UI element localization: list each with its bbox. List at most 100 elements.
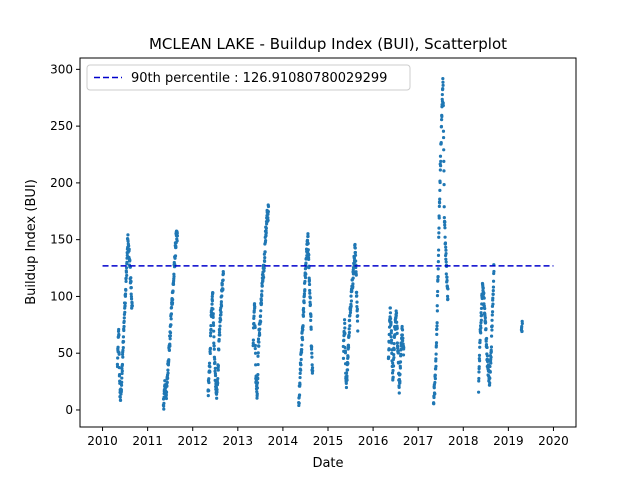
data-point xyxy=(117,327,121,332)
data-point xyxy=(208,351,212,356)
data-point xyxy=(441,101,445,105)
data-point xyxy=(310,345,314,349)
data-point xyxy=(255,392,259,396)
data-point xyxy=(256,377,260,381)
data-point xyxy=(437,204,441,208)
data-point xyxy=(163,379,167,383)
data-point xyxy=(116,356,120,360)
data-point xyxy=(441,87,445,91)
data-point xyxy=(346,361,350,366)
data-point xyxy=(123,310,127,314)
data-point xyxy=(347,327,351,331)
data-point xyxy=(129,297,134,301)
data-point xyxy=(433,373,437,377)
data-point xyxy=(310,371,315,375)
x-tick-label: 2017 xyxy=(403,434,434,448)
data-point xyxy=(348,313,352,317)
legend-frame xyxy=(86,64,411,91)
data-point xyxy=(162,404,166,408)
data-point xyxy=(392,352,396,357)
y-tick-label: 150 xyxy=(50,233,73,247)
legend: 90th percentile : 126.91080780029299 xyxy=(86,64,411,91)
data-point xyxy=(347,330,352,335)
data-point xyxy=(435,309,439,313)
data-point xyxy=(488,364,492,369)
data-point xyxy=(216,368,220,372)
data-point xyxy=(310,366,315,370)
data-point xyxy=(308,291,312,295)
data-point xyxy=(489,355,493,359)
data-point xyxy=(263,255,267,260)
data-point xyxy=(342,318,347,322)
data-point xyxy=(122,324,126,329)
y-axis-ticks: 0 50 100 150 200 250 300 xyxy=(50,62,80,417)
data-point xyxy=(253,305,257,309)
data-point xyxy=(217,337,221,342)
data-point xyxy=(389,335,393,339)
data-point xyxy=(437,226,441,230)
data-point xyxy=(309,318,313,322)
data-point xyxy=(434,352,438,356)
data-point xyxy=(444,257,448,261)
data-point xyxy=(117,352,121,356)
data-point xyxy=(220,282,224,286)
data-point xyxy=(444,260,448,264)
data-point xyxy=(221,271,225,276)
data-point xyxy=(482,304,486,308)
data-point xyxy=(124,270,129,274)
data-point xyxy=(445,275,449,280)
data-point xyxy=(434,343,438,348)
data-point xyxy=(402,345,406,350)
data-point xyxy=(120,366,124,371)
data-point xyxy=(121,355,125,359)
data-point xyxy=(207,380,211,385)
data-point xyxy=(352,256,356,260)
data-point xyxy=(391,361,395,365)
data-point xyxy=(343,331,347,336)
data-point xyxy=(123,294,128,298)
data-point xyxy=(439,159,443,163)
data-point xyxy=(306,234,310,238)
data-point xyxy=(126,239,130,243)
data-point xyxy=(400,328,405,332)
data-point xyxy=(266,218,270,222)
data-point xyxy=(207,389,211,393)
data-point xyxy=(127,244,131,248)
data-point xyxy=(216,376,220,381)
data-point xyxy=(120,352,125,357)
data-point xyxy=(260,284,264,288)
data-point xyxy=(439,141,443,145)
data-point xyxy=(219,300,223,304)
data-point xyxy=(477,390,481,394)
data-point xyxy=(433,377,437,381)
data-point xyxy=(253,346,257,351)
data-point xyxy=(479,331,483,335)
data-point xyxy=(351,282,355,286)
data-point xyxy=(211,312,215,316)
data-point xyxy=(479,318,483,322)
y-tick-label: 300 xyxy=(50,62,73,76)
data-point xyxy=(169,305,174,310)
x-tick-label: 2019 xyxy=(493,434,524,448)
data-point xyxy=(252,302,257,306)
data-point xyxy=(218,327,222,331)
data-point xyxy=(387,355,391,359)
data-point xyxy=(437,248,441,252)
data-point xyxy=(438,154,443,158)
data-point xyxy=(309,314,313,319)
data-point xyxy=(300,343,304,347)
data-point xyxy=(168,337,172,341)
data-point xyxy=(437,231,441,235)
data-point xyxy=(443,223,447,227)
data-point xyxy=(219,318,223,322)
data-point xyxy=(264,226,268,230)
data-point xyxy=(254,363,258,367)
data-point xyxy=(349,294,353,298)
y-tick-label: 0 xyxy=(65,403,73,417)
data-point xyxy=(258,327,262,331)
data-point xyxy=(349,299,354,303)
data-point xyxy=(432,395,436,400)
data-point xyxy=(310,355,314,359)
data-point xyxy=(398,372,402,376)
data-point xyxy=(213,360,217,365)
